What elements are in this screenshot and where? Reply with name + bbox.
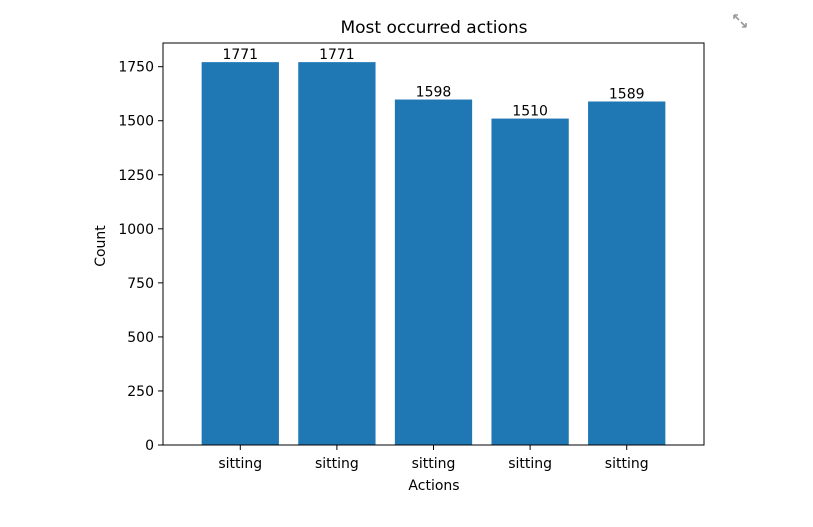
x-tick-label-3: sitting	[508, 456, 552, 472]
chart-title: Most occurred actions	[340, 18, 527, 38]
y-tick-label-4: 1000	[118, 222, 154, 238]
y-tick-label-5: 1250	[118, 168, 154, 184]
bar-value-label-3: 1510	[512, 104, 548, 120]
bar-value-label-1: 1771	[319, 47, 355, 63]
ticks-layer: sitting sitting sitting sitting sitting 0 250 5…	[118, 60, 648, 472]
bars-layer: 1771 1771 1598 1510 1589	[201, 47, 666, 446]
x-axis-label: Actions	[408, 478, 459, 494]
y-tick-label-0: 0	[145, 438, 154, 454]
expand-icon[interactable]	[731, 12, 749, 30]
y-tick-label-6: 1500	[118, 114, 154, 130]
bar-value-label-4: 1589	[609, 86, 645, 102]
axes-frame	[162, 42, 705, 446]
expand-arrows-icon	[733, 14, 747, 28]
x-tick-label-0: sitting	[218, 456, 262, 472]
bar-2	[394, 99, 473, 445]
x-tick-label-1: sitting	[315, 456, 359, 472]
bar-value-label-2: 1598	[416, 85, 452, 101]
bar-3	[491, 118, 569, 445]
y-tick-label-2: 500	[127, 330, 154, 346]
y-tick-label-1: 250	[127, 384, 154, 400]
x-tick-label-4: sitting	[605, 456, 649, 472]
bar-value-label-0: 1771	[222, 47, 258, 63]
y-axis-label: Count	[93, 225, 109, 267]
bar-1	[298, 62, 376, 446]
bar-4	[588, 101, 666, 446]
y-tick-label-3: 750	[127, 276, 154, 292]
y-tick-label-7: 1750	[118, 60, 154, 76]
x-tick-label-2: sitting	[412, 456, 456, 472]
bar-0	[201, 62, 279, 446]
